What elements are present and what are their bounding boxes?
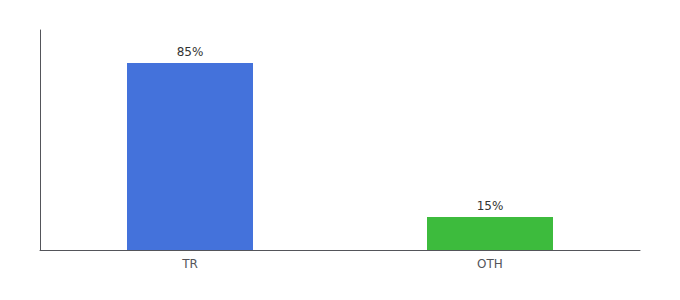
svg-text:OTH: OTH	[477, 257, 503, 271]
svg-text:15%: 15%	[477, 199, 504, 213]
svg-text:TR: TR	[181, 257, 198, 271]
svg-text:85%: 85%	[177, 45, 204, 59]
